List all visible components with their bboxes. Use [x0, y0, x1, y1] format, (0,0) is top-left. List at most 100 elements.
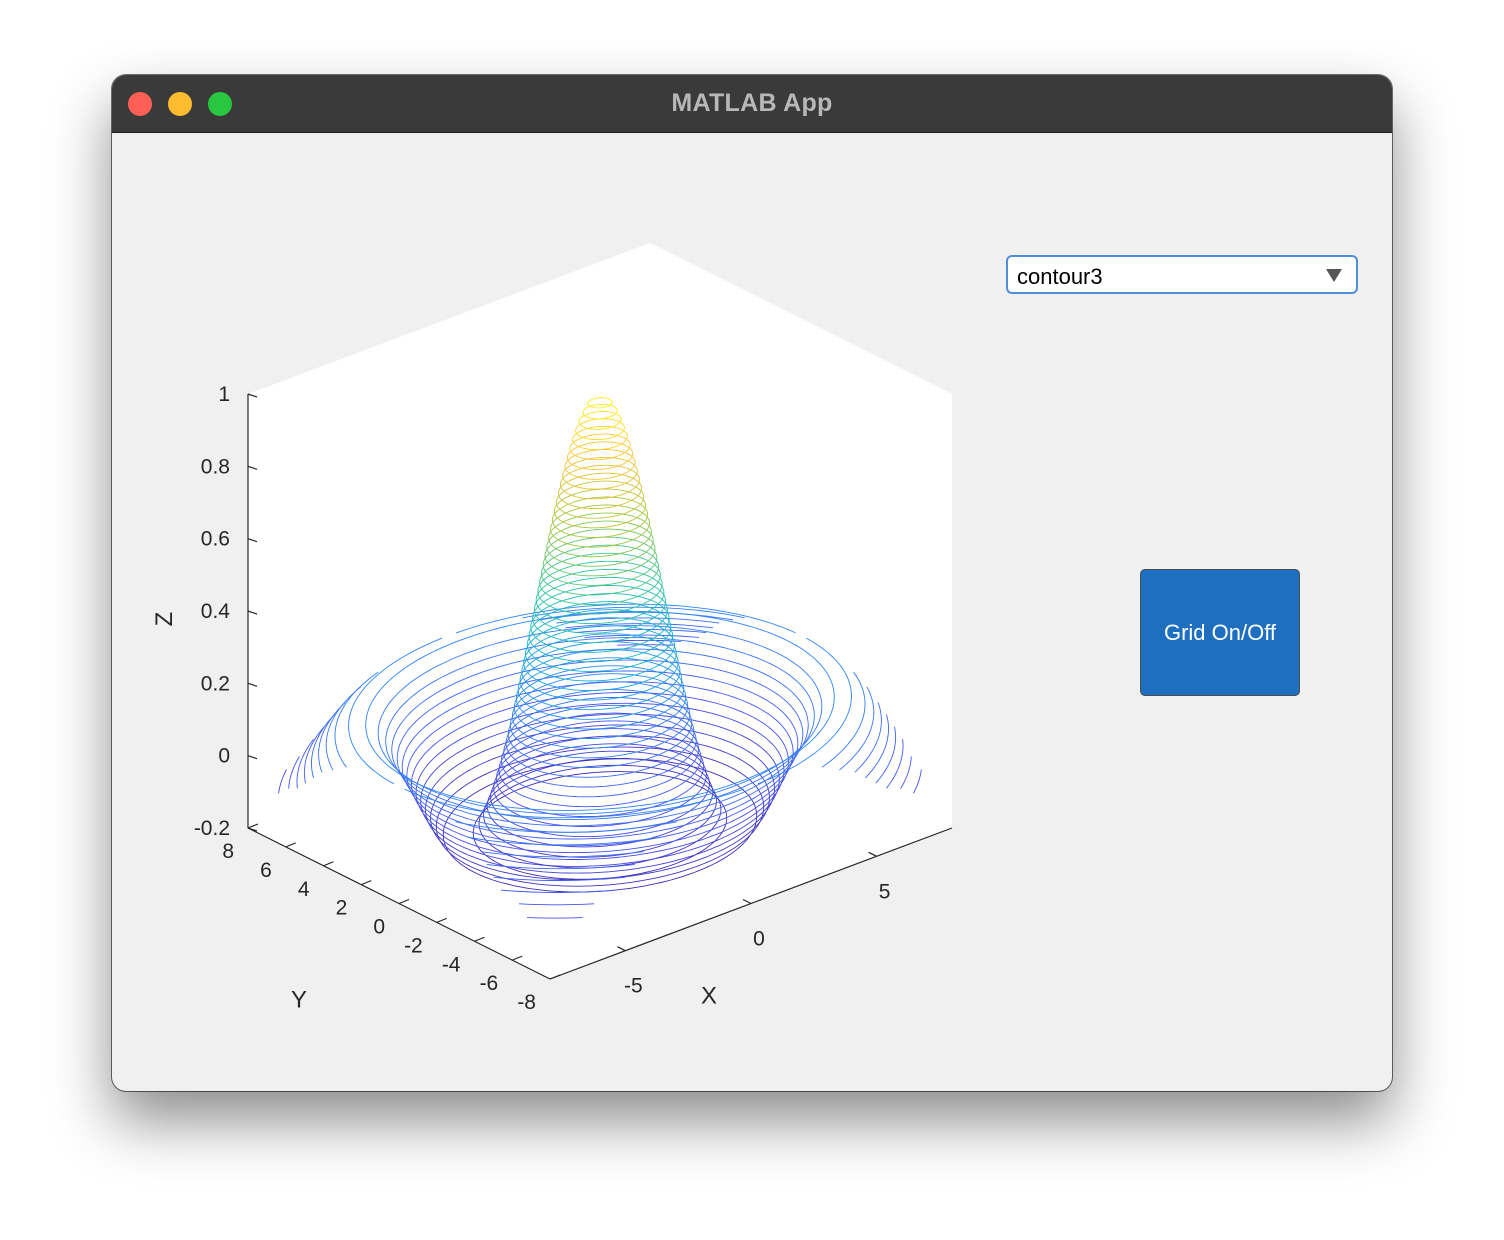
y-tick-label: -8: [517, 991, 536, 1014]
contour-line: [526, 609, 674, 672]
z-tick: [247, 755, 258, 760]
maximize-window-button[interactable]: [208, 92, 232, 116]
contour-line: [505, 697, 695, 778]
contour-line: [562, 456, 638, 490]
contour-line: [493, 735, 707, 828]
contour-line: [420, 713, 780, 867]
x-tick-label: 0: [753, 928, 765, 951]
contour-line: [501, 712, 699, 798]
x-axis-label: X: [701, 983, 717, 1010]
y-tick: [436, 917, 447, 923]
axes-box: [248, 243, 952, 979]
contour-line: [540, 544, 660, 596]
z-tick-label: -0.2: [194, 817, 230, 840]
contour-line: [564, 449, 636, 480]
contour-line: [288, 639, 912, 906]
z-tick-label: 1: [218, 383, 230, 406]
window-title: MATLAB App: [671, 89, 833, 117]
contour-line: [539, 552, 661, 605]
contour-line: [517, 649, 683, 720]
grid-toggle-button[interactable]: Grid On/Off: [1140, 569, 1300, 696]
contour-lines: [278, 397, 922, 919]
contour-line: [511, 673, 689, 749]
y-tick-label: 2: [336, 897, 348, 920]
y-tick-label: 0: [373, 916, 385, 939]
contour3-plot[interactable]: -0.2 0 0.2 0.4 0.6 0.8 1 -8 -6 -4 -2 0 2 4 6 8 -5 0 5 Z Y X: [112, 133, 1012, 1091]
contour-line: [533, 576, 667, 634]
contour-line: [318, 617, 882, 858]
contour-line: [532, 585, 668, 644]
contour-line: [498, 720, 702, 808]
contour-line: [572, 425, 628, 451]
contour-line: [523, 625, 677, 691]
y-tick-label: 4: [298, 878, 310, 901]
z-tick-label: 0.4: [201, 600, 231, 623]
x-tick-label: -5: [624, 975, 643, 998]
y-tick: [285, 842, 296, 848]
contour-line: [548, 512, 652, 558]
contour-line: [582, 403, 618, 420]
contour-line: [401, 670, 799, 840]
y-tick-label: -2: [404, 934, 423, 957]
z-tick: [247, 465, 258, 470]
contour-line: [278, 644, 922, 919]
z-tick-label: 0.6: [201, 528, 230, 551]
contour-line: [415, 702, 785, 860]
contour-line: [515, 657, 685, 730]
y-tick-label: 8: [222, 840, 234, 863]
minimize-window-button[interactable]: [168, 92, 192, 116]
contour-line: [528, 601, 672, 663]
z-tick: [247, 827, 258, 832]
z-tick: [247, 393, 258, 398]
z-axis-label: Z: [151, 612, 178, 627]
y-tick: [398, 898, 410, 905]
dropdown-value: contour3: [1017, 264, 1103, 289]
y-tick: [247, 823, 259, 829]
contour-line: [546, 520, 654, 567]
contour-line: [495, 728, 705, 818]
contour-line: [560, 464, 640, 500]
app-window: MATLAB App -0.2 0 0.2 0.4 0.6 0.8 1 -8 -6 -4 -2 0 2 4…: [112, 75, 1392, 1091]
contour-line: [396, 659, 804, 833]
x-tick: [742, 898, 752, 905]
contour-line: [303, 628, 897, 881]
contour-line: [566, 441, 634, 470]
z-tick-label: 0.8: [201, 455, 230, 478]
contour-line: [442, 758, 758, 893]
contour-line: [486, 750, 714, 848]
contour-line: [555, 480, 645, 519]
title-bar: MATLAB App: [112, 75, 1392, 133]
plot-type-dropdown[interactable]: contour3: [1006, 255, 1358, 294]
contour-line: [535, 568, 665, 625]
y-axis-label: Y: [291, 987, 307, 1014]
y-tick-label: -4: [442, 953, 461, 976]
contour-line: [521, 633, 679, 701]
contour-line: [557, 472, 643, 509]
contour-line: [513, 665, 687, 739]
contour-line: [509, 681, 691, 759]
contour-line: [530, 593, 670, 653]
y-tick: [323, 861, 334, 867]
contour-line: [365, 611, 835, 811]
close-window-button[interactable]: [128, 92, 152, 116]
y-tick: [549, 974, 561, 980]
grid-toggle-label: Grid On/Off: [1163, 619, 1277, 645]
contour-line: [472, 771, 728, 880]
contour-line: [553, 488, 647, 529]
z-tick-label: 0.2: [201, 672, 230, 695]
axis-labels: Z Y X: [151, 612, 717, 1014]
contour-line: [551, 496, 649, 538]
y-tick-label: 6: [260, 859, 272, 882]
x-tick: [868, 851, 877, 857]
y-tick-label: -6: [480, 972, 499, 995]
contour-line: [411, 692, 789, 854]
contour-line: [537, 560, 663, 615]
z-tick-label: 0: [218, 745, 230, 768]
contour-line: [425, 724, 775, 874]
chevron-down-icon: [1326, 269, 1342, 282]
contour-line: [550, 504, 650, 548]
contour-line: [587, 397, 613, 409]
contour-line: [544, 528, 656, 577]
contour-line: [334, 606, 866, 833]
